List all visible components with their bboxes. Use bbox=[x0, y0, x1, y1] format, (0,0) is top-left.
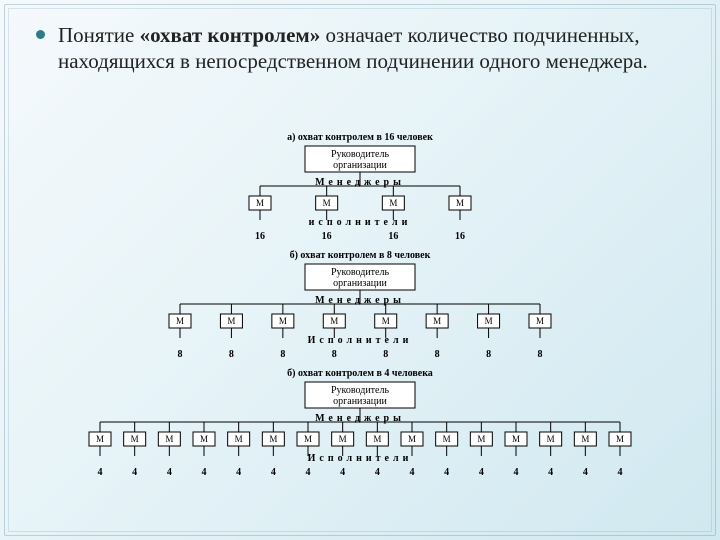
manager-label: М bbox=[256, 198, 264, 208]
root-label: Руководитель bbox=[331, 267, 390, 278]
count-label: 8 bbox=[280, 349, 285, 360]
manager-label: М bbox=[235, 434, 243, 444]
row-label: Менеджеры bbox=[315, 413, 405, 424]
count-label: 4 bbox=[548, 467, 553, 478]
manager-label: М bbox=[330, 316, 338, 326]
root-label: Руководитель bbox=[331, 149, 390, 160]
root-label: организации bbox=[333, 160, 387, 171]
manager-label: М bbox=[200, 434, 208, 444]
bullet-paragraph: Понятие «охват контролем» означает колич… bbox=[0, 0, 720, 85]
manager-label: М bbox=[477, 434, 485, 444]
manager-label: М bbox=[512, 434, 520, 444]
manager-label: М bbox=[389, 198, 397, 208]
row-label: Менеджеры bbox=[315, 177, 405, 188]
section-caption: а) охват контролем в 16 человек bbox=[287, 132, 433, 143]
manager-label: М bbox=[382, 316, 390, 326]
count-label: 4 bbox=[132, 467, 137, 478]
count-label: 4 bbox=[444, 467, 449, 478]
bullet-pre: Понятие bbox=[58, 23, 140, 47]
manager-label: М bbox=[165, 434, 173, 444]
bullet-icon bbox=[36, 30, 45, 39]
manager-label: М bbox=[547, 434, 555, 444]
count-label: 4 bbox=[306, 467, 311, 478]
count-label: 8 bbox=[229, 349, 234, 360]
manager-label: М bbox=[176, 316, 184, 326]
root-label: организации bbox=[333, 278, 387, 289]
count-label: 4 bbox=[375, 467, 380, 478]
count-label: 4 bbox=[583, 467, 588, 478]
count-label: 4 bbox=[98, 467, 103, 478]
manager-label: М bbox=[616, 434, 624, 444]
count-label: 16 bbox=[322, 231, 332, 242]
count-label: 8 bbox=[383, 349, 388, 360]
count-label: 4 bbox=[410, 467, 415, 478]
manager-label: М bbox=[227, 316, 235, 326]
row-label: Менеджеры bbox=[315, 295, 405, 306]
count-label: 4 bbox=[618, 467, 623, 478]
count-label: 16 bbox=[455, 231, 465, 242]
count-label: 4 bbox=[514, 467, 519, 478]
manager-label: М bbox=[269, 434, 277, 444]
count-label: 16 bbox=[255, 231, 265, 242]
manager-label: М bbox=[131, 434, 139, 444]
count-label: 4 bbox=[202, 467, 207, 478]
manager-label: М bbox=[304, 434, 312, 444]
manager-label: М bbox=[323, 198, 331, 208]
count-label: 4 bbox=[167, 467, 172, 478]
section-caption: б) охват контролем в 4 человека bbox=[287, 368, 433, 379]
manager-label: М bbox=[339, 434, 347, 444]
root-label: организации bbox=[333, 396, 387, 407]
count-label: 8 bbox=[486, 349, 491, 360]
root-label: Руководитель bbox=[331, 385, 390, 396]
executors-label: Исполнители bbox=[308, 453, 413, 464]
count-label: 4 bbox=[236, 467, 241, 478]
count-label: 8 bbox=[435, 349, 440, 360]
count-label: 4 bbox=[340, 467, 345, 478]
diagram-area: а) охват контролем в 16 человек Руководит… bbox=[0, 130, 720, 530]
count-label: 8 bbox=[538, 349, 543, 360]
count-label: 4 bbox=[479, 467, 484, 478]
manager-label: М bbox=[408, 434, 416, 444]
manager-label: М bbox=[485, 316, 493, 326]
manager-label: М bbox=[433, 316, 441, 326]
count-label: 4 bbox=[271, 467, 276, 478]
manager-label: М bbox=[456, 198, 464, 208]
count-label: 16 bbox=[388, 231, 398, 242]
org-diagram: а) охват контролем в 16 человек Руководит… bbox=[80, 130, 640, 500]
executors-label: исполнители bbox=[309, 217, 412, 228]
manager-label: М bbox=[373, 434, 381, 444]
manager-label: М bbox=[443, 434, 451, 444]
manager-label: М bbox=[279, 316, 287, 326]
executors-label: Исполнители bbox=[308, 335, 413, 346]
section-caption: б) охват контролем в 8 человек bbox=[290, 250, 431, 261]
manager-label: М bbox=[536, 316, 544, 326]
manager-label: М bbox=[96, 434, 104, 444]
count-label: 8 bbox=[332, 349, 337, 360]
manager-label: М bbox=[581, 434, 589, 444]
count-label: 8 bbox=[178, 349, 183, 360]
bullet-bold: «охват контролем» bbox=[140, 23, 321, 47]
